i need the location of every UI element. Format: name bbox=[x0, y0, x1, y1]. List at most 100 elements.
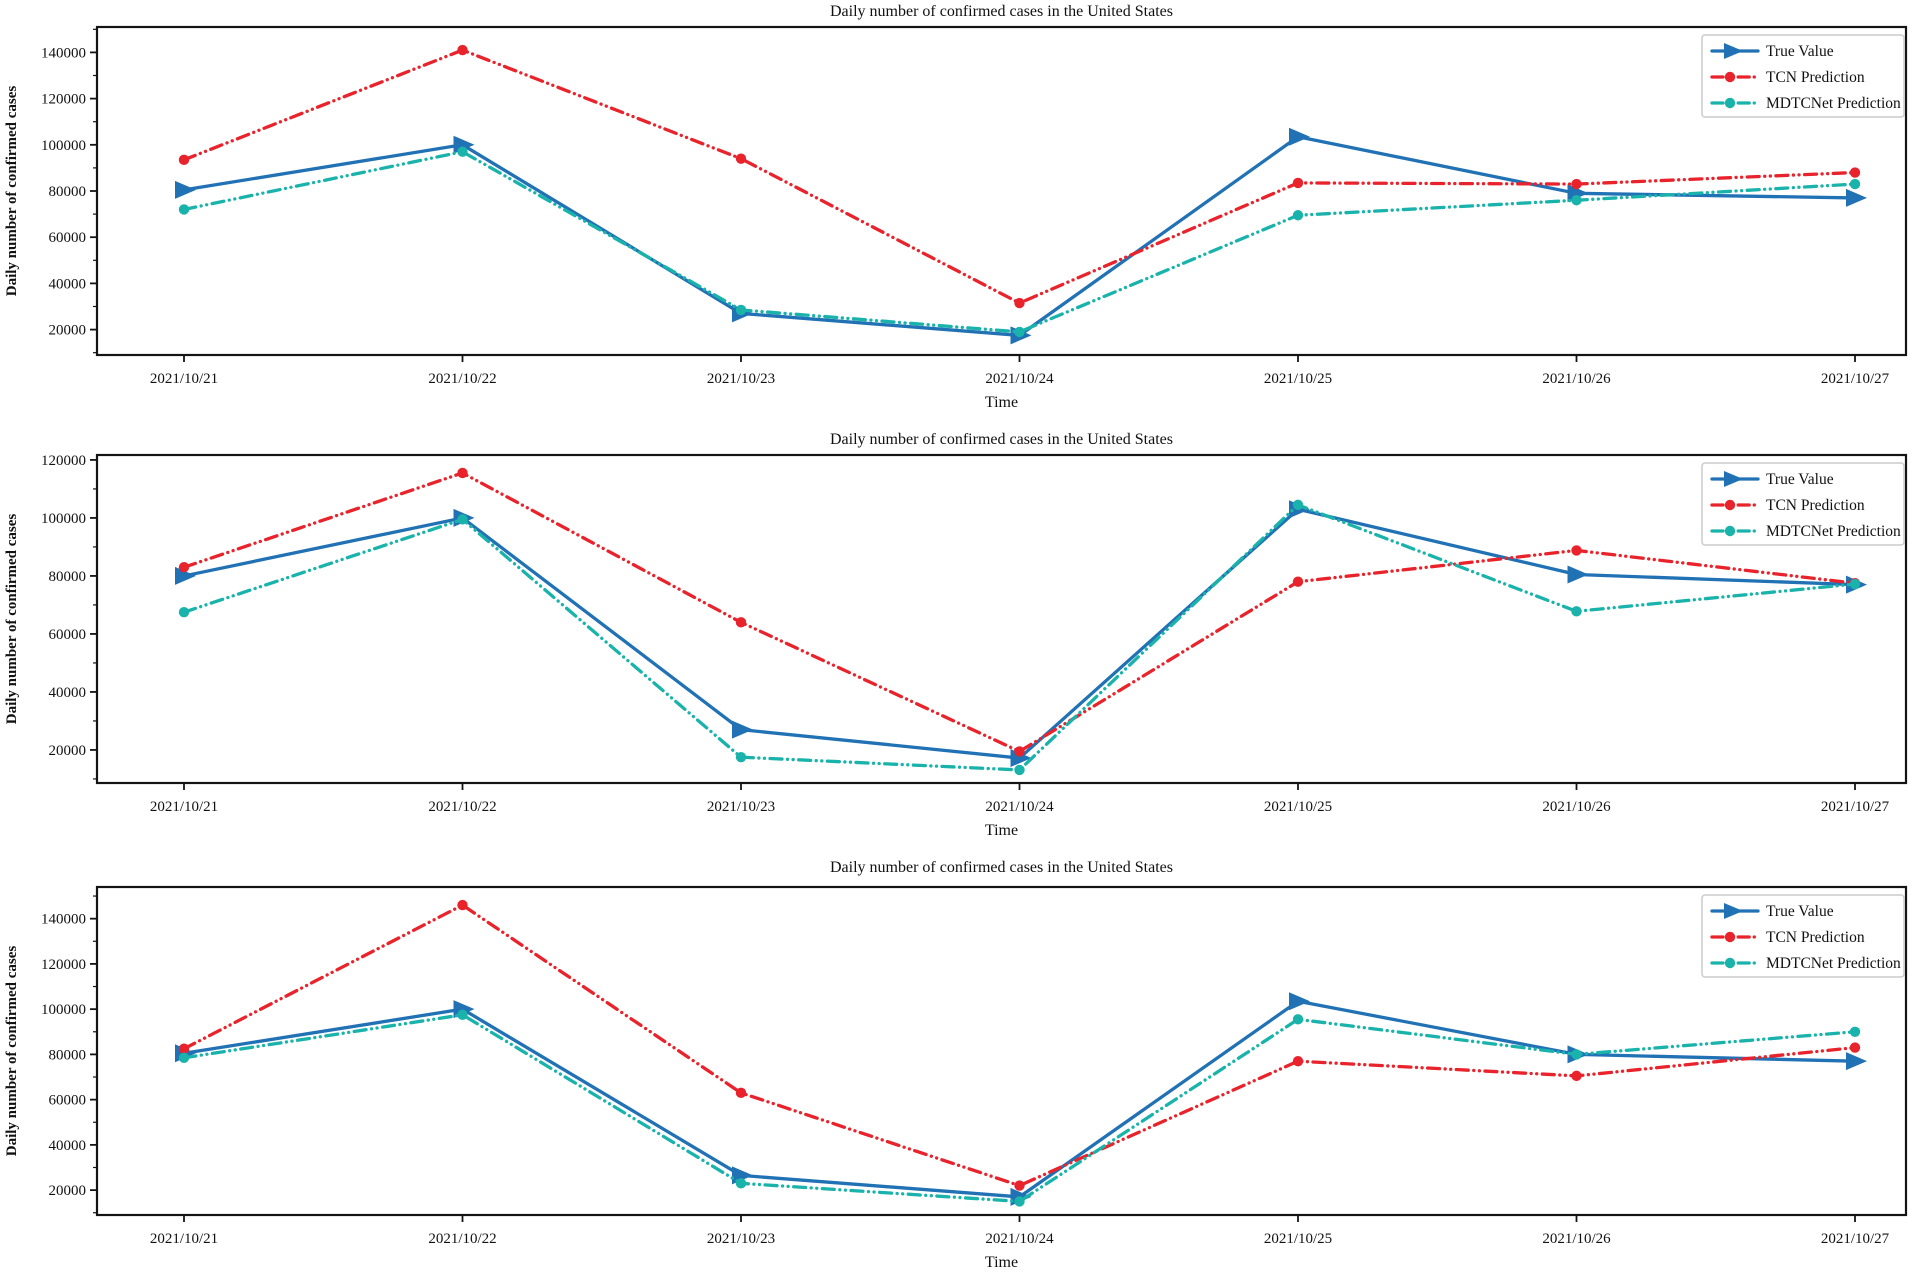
legend-marker-circle bbox=[1724, 525, 1736, 537]
data-point-marker bbox=[457, 1009, 468, 1021]
series-line-mdtcnet-prediction bbox=[182, 1013, 1857, 1204]
data-point-marker bbox=[1571, 195, 1582, 206]
x-tick-label: 2021/10/23 bbox=[707, 371, 775, 387]
x-tick-label: 2021/10/23 bbox=[707, 1231, 775, 1247]
legend-box bbox=[1701, 34, 1905, 118]
data-point-marker bbox=[1014, 746, 1025, 757]
data-point-marker bbox=[1014, 1196, 1025, 1207]
series-line-mdtcnet-prediction bbox=[182, 503, 1857, 772]
data-point-marker bbox=[1571, 606, 1582, 617]
legend-label: TCN Prediction bbox=[1766, 69, 1865, 86]
x-tick-label: 2021/10/21 bbox=[150, 1231, 218, 1247]
data-point-marker bbox=[457, 514, 468, 525]
data-point-marker bbox=[1292, 1014, 1304, 1025]
x-tick-label: 2021/10/25 bbox=[1264, 371, 1332, 387]
y-tick-label: 80000 bbox=[49, 184, 87, 200]
y-tick-label: 60000 bbox=[49, 1093, 87, 1109]
x-tick-label: 2021/10/24 bbox=[985, 371, 1054, 387]
x-tick-label: 2021/10/26 bbox=[1542, 1231, 1611, 1247]
series-line-tcn-prediction bbox=[182, 48, 1857, 305]
legend-marker-circle bbox=[1724, 499, 1736, 511]
y-axis-label: Daily number of confirmed cases bbox=[4, 514, 20, 725]
x-tick-label: 2021/10/21 bbox=[150, 371, 218, 387]
x-axis-label: Time bbox=[985, 394, 1018, 411]
legend-label: True Value bbox=[1766, 43, 1834, 60]
legend-marker-circle bbox=[1724, 71, 1736, 83]
plot-frame bbox=[95, 453, 1908, 785]
data-point-marker bbox=[1846, 188, 1867, 207]
y-tick-label: 100000 bbox=[41, 138, 86, 154]
data-point-marker bbox=[1849, 167, 1861, 178]
data-point-marker bbox=[457, 44, 468, 56]
legend-label: True Value bbox=[1766, 903, 1834, 920]
data-point-marker bbox=[1567, 565, 1589, 584]
legend-marker-triangle bbox=[1724, 471, 1743, 487]
x-tick-label: 2021/10/23 bbox=[707, 799, 775, 815]
y-axis-label: Daily number of confirmed cases bbox=[4, 946, 20, 1157]
data-point-marker bbox=[178, 562, 190, 573]
x-tick-label: 2021/10/22 bbox=[428, 1231, 496, 1247]
data-point-marker bbox=[732, 720, 753, 739]
y-tick-label: 40000 bbox=[49, 1138, 87, 1154]
series-line-tcn-prediction bbox=[182, 471, 1857, 754]
x-tick-label: 2021/10/22 bbox=[428, 799, 496, 815]
data-point-marker bbox=[1292, 1055, 1304, 1067]
legend-label: MDTCNet Prediction bbox=[1766, 955, 1901, 972]
data-point-marker bbox=[1289, 127, 1310, 146]
x-axis-label: Time bbox=[985, 1254, 1018, 1270]
x-tick-label: 2021/10/26 bbox=[1542, 799, 1611, 815]
y-tick-label: 120000 bbox=[41, 957, 86, 973]
data-point-marker bbox=[1846, 1052, 1867, 1071]
x-tick-label: 2021/10/27 bbox=[1821, 371, 1890, 387]
y-tick-label: 20000 bbox=[49, 323, 87, 339]
y-tick-label: 20000 bbox=[49, 1183, 87, 1199]
y-tick-label: 120000 bbox=[41, 453, 86, 469]
data-point-marker bbox=[1571, 1070, 1582, 1082]
x-tick-label: 2021/10/22 bbox=[428, 371, 496, 387]
x-tick-label: 2021/10/24 bbox=[985, 1231, 1054, 1247]
data-point-marker bbox=[735, 1178, 747, 1189]
chart-title: Daily number of confirmed cases in the U… bbox=[830, 859, 1173, 876]
data-point-marker bbox=[178, 204, 190, 215]
data-point-marker bbox=[1292, 576, 1304, 587]
legend-marker-triangle bbox=[1724, 903, 1743, 919]
plot-frame bbox=[95, 885, 1908, 1217]
data-point-marker bbox=[1849, 1042, 1861, 1053]
legend-label: MDTCNet Prediction bbox=[1766, 523, 1901, 540]
data-point-marker bbox=[1849, 1026, 1861, 1037]
data-point-marker bbox=[735, 304, 747, 316]
series-line-true-value bbox=[182, 999, 1857, 1199]
legend-marker-circle bbox=[1724, 97, 1736, 109]
data-point-marker bbox=[175, 180, 196, 199]
data-point-marker bbox=[178, 606, 190, 618]
data-point-marker bbox=[1014, 1180, 1025, 1191]
x-tick-label: 2021/10/25 bbox=[1264, 799, 1332, 815]
x-tick-label: 2021/10/25 bbox=[1264, 1231, 1332, 1247]
data-point-marker bbox=[178, 1052, 190, 1063]
data-point-marker bbox=[1571, 178, 1582, 190]
data-point-marker bbox=[1849, 178, 1861, 190]
y-tick-label: 40000 bbox=[49, 685, 87, 701]
data-point-marker bbox=[175, 566, 196, 585]
data-point-marker bbox=[1849, 578, 1861, 590]
y-tick-label: 80000 bbox=[49, 1047, 87, 1063]
series-line-true-value bbox=[182, 507, 1857, 760]
x-tick-label: 2021/10/27 bbox=[1821, 1231, 1890, 1247]
y-tick-label: 80000 bbox=[49, 569, 87, 585]
data-point-marker bbox=[735, 617, 747, 628]
x-tick-label: 2021/10/21 bbox=[150, 799, 218, 815]
chart-title: Daily number of confirmed cases in the U… bbox=[830, 431, 1173, 448]
data-point-marker bbox=[735, 751, 747, 763]
chart-title: Daily number of confirmed cases in the U… bbox=[830, 3, 1173, 20]
x-tick-label: 2021/10/27 bbox=[1821, 799, 1890, 815]
legend-label: True Value bbox=[1766, 471, 1834, 488]
y-tick-label: 100000 bbox=[41, 1002, 86, 1018]
legend-marker-circle bbox=[1724, 957, 1736, 969]
data-point-marker bbox=[735, 153, 747, 164]
y-tick-label: 100000 bbox=[41, 511, 86, 527]
plot-frame bbox=[95, 25, 1908, 357]
legend-box bbox=[1701, 894, 1905, 978]
data-point-marker bbox=[1014, 297, 1025, 309]
